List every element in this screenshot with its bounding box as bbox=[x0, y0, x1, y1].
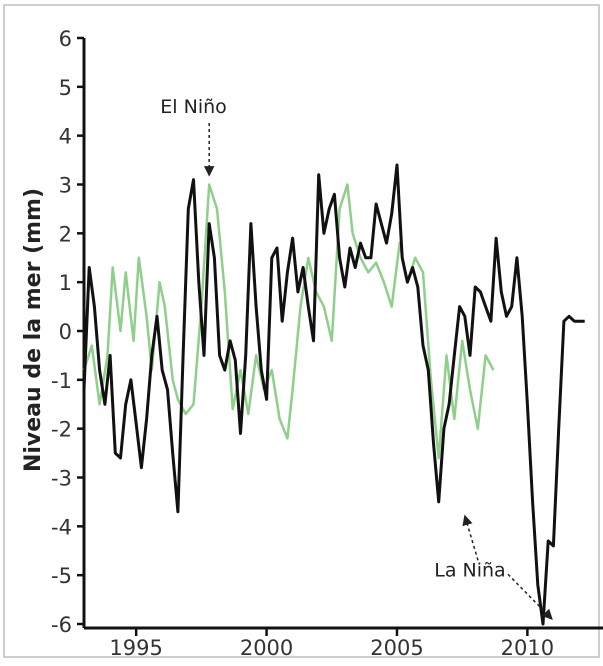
y-axis-label: Niveau de la mer (mm) bbox=[21, 188, 46, 472]
x-tick-label: 1995 bbox=[109, 636, 162, 660]
y-tick-label: -6 bbox=[51, 613, 72, 637]
y-tick-label: 0 bbox=[59, 320, 72, 344]
y-tick-label: 4 bbox=[59, 125, 72, 149]
y-tick-label: -4 bbox=[51, 515, 72, 539]
arrow-la-nina-2007 bbox=[462, 514, 479, 561]
y-tick-label: 3 bbox=[59, 174, 72, 198]
y-tick-label: -2 bbox=[51, 418, 72, 442]
y-tick-label: -5 bbox=[51, 564, 72, 588]
x-tick-label: 2000 bbox=[240, 636, 293, 660]
y-tick-label: 6 bbox=[59, 27, 72, 51]
ticks: 6 5 4 3 2 1 0 -1 -2 -3 -4 -5 -6 1995 2000 2005 2010 bbox=[51, 27, 554, 660]
y-tick-label: 2 bbox=[59, 222, 72, 246]
series-layer bbox=[82, 163, 585, 626]
y-tick-label: 5 bbox=[59, 76, 72, 100]
annotation-la-nina: La Niña bbox=[434, 559, 505, 581]
arrow-la-nina-2011 bbox=[507, 573, 553, 620]
x-tick-label: 2010 bbox=[501, 636, 554, 660]
x-tick-label: 2005 bbox=[370, 636, 423, 660]
y-tick-label: -3 bbox=[51, 467, 72, 491]
y-tick-label: -1 bbox=[51, 369, 72, 393]
y-tick-label: 1 bbox=[59, 271, 72, 295]
series-line-black bbox=[82, 163, 585, 626]
annotation-layer: El Niño La Niña bbox=[160, 96, 553, 620]
series-line-green bbox=[82, 183, 495, 460]
outer-border bbox=[3, 4, 600, 658]
annotation-el-nino: El Niño bbox=[160, 96, 226, 118]
